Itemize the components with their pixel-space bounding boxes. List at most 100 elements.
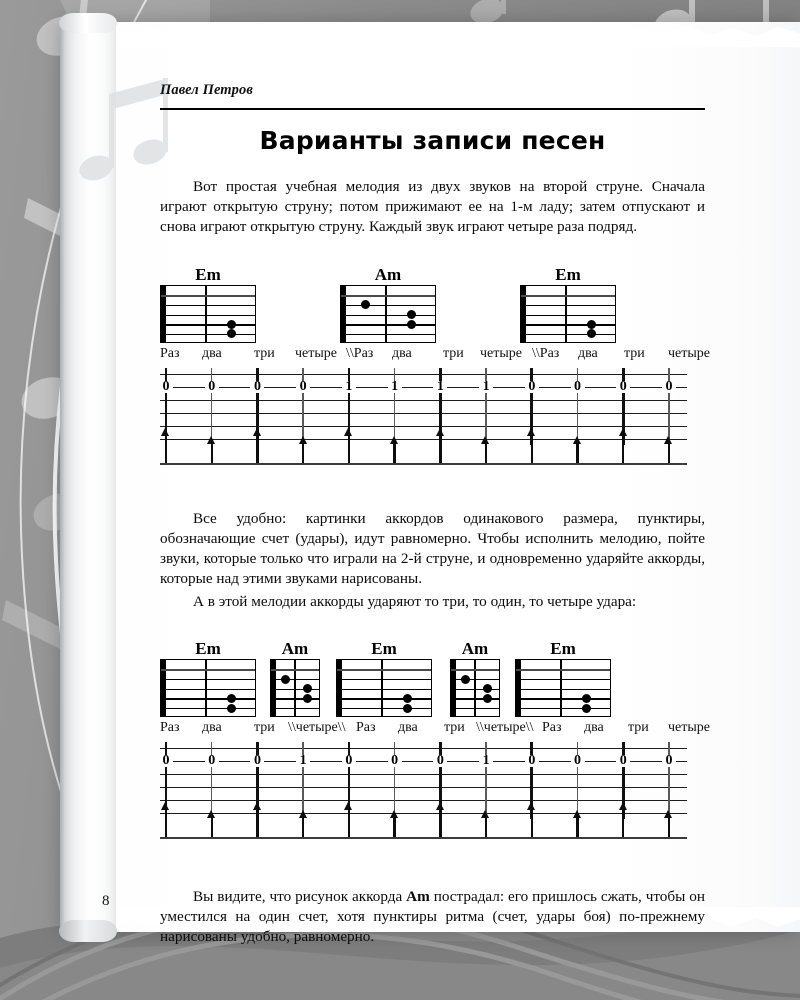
chord-string-line [337, 688, 431, 691]
chord-string-line [161, 324, 255, 326]
chord-string-line [516, 708, 610, 710]
tab-beat-tick [438, 367, 442, 445]
strum-arrow-head [664, 435, 673, 444]
strum-arrow-head [298, 809, 307, 818]
tab-beat-tick [302, 741, 304, 819]
tab-string-line [160, 773, 687, 776]
chord-string-line [521, 314, 615, 316]
tab-rhythm-baseline [160, 462, 687, 466]
chord-string-line [521, 304, 615, 307]
chord-string-line [161, 688, 255, 691]
tab-string-line [160, 373, 687, 376]
strum-arrow-shaft [164, 808, 168, 837]
tab-beat-tick [164, 741, 168, 819]
tab-fret-number: 0 [204, 753, 219, 767]
tab-fret-number: 1 [479, 379, 494, 393]
tab-fret-number: 0 [570, 753, 585, 767]
strum-arrow-shaft [301, 816, 305, 837]
chord-fret-line [565, 285, 567, 342]
chord-string-line [451, 679, 499, 681]
chord-fretboard [520, 284, 616, 343]
chord-string-line [161, 708, 255, 710]
chord-string-line [341, 295, 435, 297]
tab-string-line [160, 386, 687, 389]
chord-string-line [271, 698, 319, 700]
tab-beat-tick [302, 367, 304, 445]
strum-arrow-shaft [393, 816, 396, 837]
chord-fretboard [270, 658, 320, 717]
chord-row-example-one: Em Am Em [160, 252, 705, 343]
chord-fretboard [515, 658, 611, 717]
count-label: четыре [295, 345, 337, 361]
count-label: два [578, 345, 598, 361]
count-line-example-one: Раз два три четыре \\Раз два три четыре \\Раз два… [160, 345, 710, 366]
scroll-curl-top-cap [59, 13, 117, 33]
count-label: два [584, 719, 604, 735]
chord-nut [516, 659, 521, 716]
count-label: Раз [160, 719, 180, 735]
tab-fret-number: 0 [433, 753, 448, 767]
chord-finger-dot [586, 319, 596, 329]
tab-fret-number: 0 [341, 753, 356, 767]
count-label: \\Раз [532, 345, 560, 361]
chord-name-label: Em [371, 638, 397, 658]
chord-finger-dot [303, 684, 312, 694]
tab-fret-number: 1 [341, 379, 356, 393]
chord-diagram-em: Em [515, 640, 611, 717]
strum-arrow-head [481, 435, 490, 444]
strum-arrow-head [481, 809, 490, 818]
chord-string-line [521, 295, 615, 297]
strum-arrow-shaft [347, 808, 351, 837]
tab-string-line [160, 747, 687, 750]
strum-arrow-head [618, 801, 627, 810]
tab-fret-number: 0 [570, 379, 585, 393]
chord-string-line [337, 679, 431, 681]
strum-arrow-shaft [622, 808, 625, 837]
tab-beat-tick [576, 741, 579, 819]
chord-diagram-em: Em [336, 640, 432, 717]
chord-finger-dot [586, 329, 596, 339]
strum-arrow-head [207, 809, 216, 818]
scroll-curl-bottom-cap [59, 920, 117, 942]
tab-beat-tick [668, 741, 670, 819]
chord-finger-dot [406, 319, 416, 329]
count-label: три [628, 719, 649, 735]
tab-string-line [160, 799, 687, 802]
count-label: три [624, 345, 645, 361]
paragraph-intro: Вот простая учебная мелодия из двух звук… [160, 178, 705, 236]
chord-fretboard [160, 284, 256, 343]
chord-string-line [341, 314, 435, 316]
chord-fret-line [205, 659, 207, 716]
tab-fret-number: 0 [616, 753, 631, 767]
chord-string-line [337, 708, 431, 710]
count-label: четыре [668, 719, 710, 735]
strum-arrow-shaft [576, 442, 579, 463]
tab-beat-tick [530, 741, 534, 819]
chord-diagram-em: Em [160, 266, 256, 343]
chord-finger-dot [226, 319, 236, 329]
tab-fret-number: 0 [662, 753, 676, 767]
count-label: Раз [542, 719, 562, 735]
chord-fretboard [450, 658, 500, 717]
count-label: Раз [356, 719, 376, 735]
tab-string-line [160, 399, 687, 402]
page-title: Варианты записи песен [259, 126, 606, 155]
strum-arrow-head [390, 435, 399, 444]
strum-arrow-shaft [576, 816, 579, 837]
chord-string-line [521, 324, 615, 326]
tab-beat-tick [164, 367, 168, 445]
strum-arrow-shaft [256, 434, 259, 463]
chord-name-label: Em [555, 264, 581, 284]
strum-arrow-head [344, 427, 353, 436]
count-label: \\Раз [346, 345, 374, 361]
strum-arrow-shaft [530, 434, 533, 463]
chord-string-line [451, 688, 499, 691]
count-label: три [254, 719, 275, 735]
chord-nut [161, 659, 166, 716]
tab-fret-number: 0 [387, 753, 402, 767]
strum-arrow-head [527, 801, 536, 810]
strum-arrow-shaft [439, 808, 442, 837]
chord-string-line [161, 698, 255, 700]
strum-arrow-shaft [210, 442, 213, 463]
tab-fret-number: 1 [296, 753, 311, 767]
